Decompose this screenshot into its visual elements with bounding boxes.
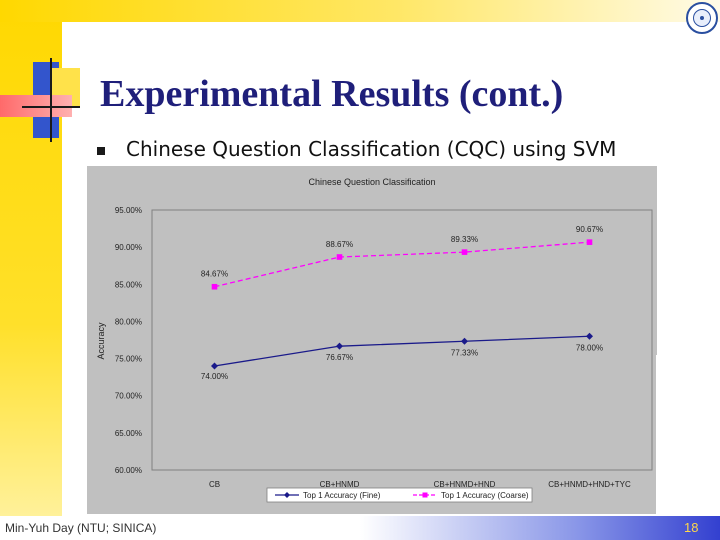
y-tick-label: 95.00% [115,206,142,215]
chart-legend [266,487,533,503]
data-point [461,249,468,255]
data-point [211,362,218,370]
data-point [461,337,468,345]
seal-center-dot [700,16,704,20]
data-point [586,239,593,245]
background-top-band [0,0,720,22]
data-label: 76.67% [326,353,353,362]
university-seal-icon [686,2,718,34]
decor-vertical-line [50,58,52,142]
legend-label: Top 1 Accuracy (Coarse) [441,491,529,500]
x-tick-label: CB+HNMD+HND+TYC [548,480,631,489]
y-tick-label: 85.00% [115,280,142,289]
data-point [211,283,218,290]
chart-title: Chinese Question Classification [308,177,435,187]
plot-area [151,209,653,471]
data-label: 84.67% [201,270,228,279]
bullet-square-icon [97,147,105,155]
y-tick-label: 65.00% [115,429,142,438]
data-point [586,332,593,340]
data-label: 78.00% [576,343,603,352]
x-tick-label: CB+HNMD [320,480,360,489]
y-tick-label: 80.00% [115,317,142,326]
y-tick-label: 75.00% [115,355,142,364]
data-label: 89.33% [451,235,478,244]
line-chart: Chinese Question Classification Accuracy… [96,177,653,503]
background-right-strip [656,355,684,516]
x-tick-label: CB+HNMD+HND [434,480,496,489]
y-tick-label: 90.00% [115,243,142,252]
page-number: 18 [684,520,699,535]
legend-marker [284,492,290,498]
seal-inner-ring [693,9,711,27]
data-label: 90.67% [576,225,603,234]
bullet-text: Chinese Question Classification (CQC) us… [126,137,617,161]
y-axis-label: Accuracy [96,322,106,360]
slide-title: Experimental Results (cont.) [100,73,564,115]
data-label: 77.33% [451,348,478,357]
data-point [336,254,343,260]
footer-bar [0,516,720,540]
data-label: 88.67% [326,240,353,249]
series-line [214,335,590,367]
footer-author: Min-Yuh Day (NTU; SINICA) [5,521,157,535]
legend-label: Top 1 Accuracy (Fine) [303,491,381,500]
data-label: 74.00% [201,372,228,381]
data-point [336,342,343,350]
decor-horizontal-line [22,106,80,108]
chart-image: Chinese Question Classification Accuracy… [87,166,657,514]
legend-marker [422,492,428,498]
series-line [214,241,590,288]
x-tick-label: CB [209,480,220,489]
y-tick-label: 60.00% [115,466,142,475]
y-tick-label: 70.00% [115,392,142,401]
